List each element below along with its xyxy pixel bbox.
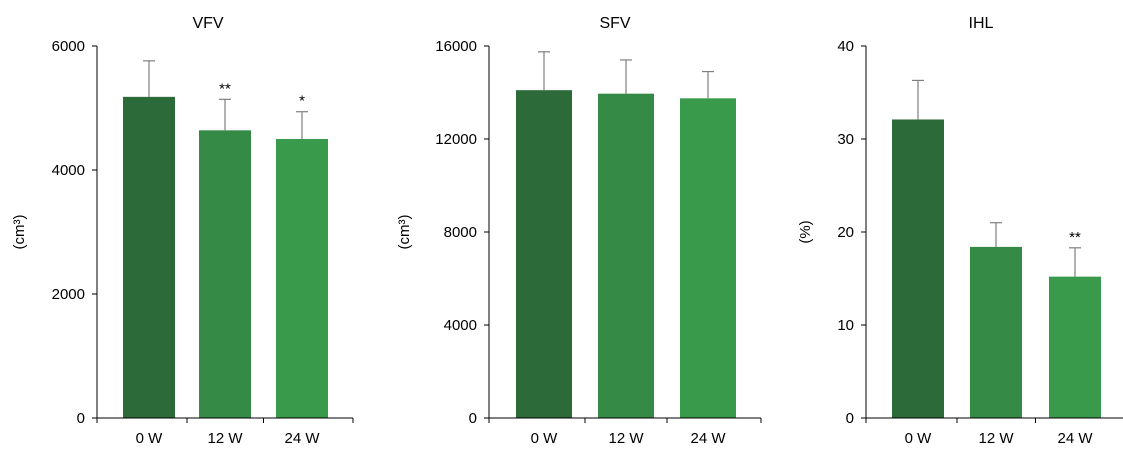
x-tick-label: 0 W — [136, 430, 164, 447]
bar — [199, 130, 251, 418]
y-tick-label: 0 — [469, 410, 477, 427]
y-tick-label: 20 — [837, 224, 854, 241]
y-tick-label: 0 — [846, 410, 854, 427]
y-tick-label: 30 — [837, 131, 854, 148]
x-tick-label: 24 W — [690, 430, 726, 447]
bar — [680, 98, 736, 418]
chart-title: IHL — [969, 15, 994, 32]
y-tick-label: 0 — [77, 410, 85, 427]
y-tick-label: 10 — [837, 317, 854, 334]
x-tick-label: 24 W — [284, 430, 320, 447]
x-tick-label: 0 W — [905, 430, 933, 447]
significance-mark: ** — [219, 80, 231, 97]
bar — [598, 93, 654, 418]
chart-title: VFV — [192, 15, 223, 32]
y-axis-label: (%) — [797, 220, 814, 243]
x-tick-label: 12 W — [978, 430, 1014, 447]
y-tick-label: 2000 — [52, 286, 85, 303]
x-tick-label: 12 W — [608, 430, 644, 447]
y-tick-label: 16000 — [435, 38, 477, 55]
x-tick-label: 12 W — [207, 430, 243, 447]
y-tick-label: 4000 — [52, 162, 85, 179]
bar — [892, 119, 944, 418]
bar — [970, 246, 1022, 418]
x-tick-label: 24 W — [1057, 430, 1093, 447]
y-axis-label: (cm³) — [396, 215, 413, 250]
bar — [1049, 276, 1101, 418]
y-tick-label: 8000 — [444, 224, 477, 241]
significance-mark: * — [299, 93, 305, 110]
y-tick-label: 40 — [837, 38, 854, 55]
bar — [516, 90, 572, 419]
y-tick-label: 6000 — [52, 38, 85, 55]
y-axis-label: (cm³) — [11, 215, 28, 250]
y-tick-label: 4000 — [444, 317, 477, 334]
bar — [276, 139, 328, 418]
x-tick-label: 0 W — [531, 430, 559, 447]
significance-mark: ** — [1069, 229, 1081, 246]
chart-title: SFV — [599, 15, 630, 32]
y-tick-label: 12000 — [435, 131, 477, 148]
bar — [123, 96, 175, 418]
